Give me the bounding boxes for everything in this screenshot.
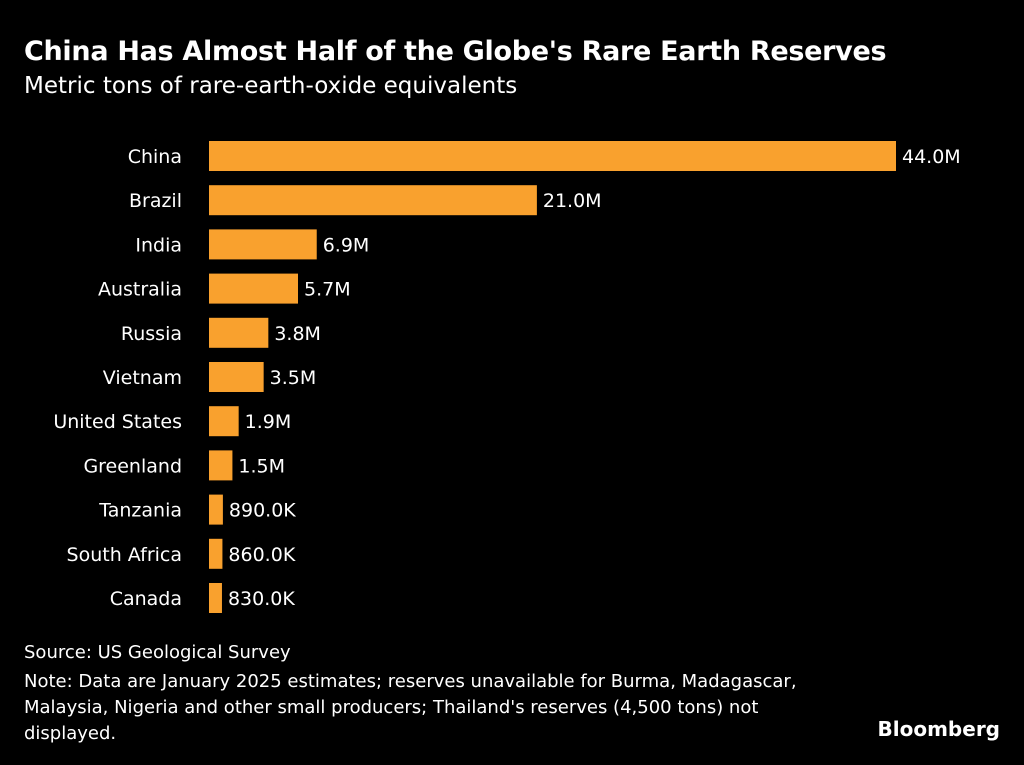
bar-brazil xyxy=(209,185,537,216)
bar-tanzania xyxy=(209,494,223,525)
category-label: United States xyxy=(53,411,182,433)
category-label: South Africa xyxy=(67,544,182,566)
data-label: 3.8M xyxy=(274,323,321,345)
data-label: 1.5M xyxy=(238,455,285,477)
bar-canada xyxy=(209,583,222,613)
bar-vietnam xyxy=(209,362,264,392)
bar-india xyxy=(209,229,317,260)
bar-russia xyxy=(209,317,269,348)
bar-australia xyxy=(209,273,298,304)
bar-greenland xyxy=(209,450,233,481)
category-label: Vietnam xyxy=(103,367,182,389)
bar-china xyxy=(209,141,896,171)
category-label: India xyxy=(135,234,182,256)
category-label: China xyxy=(128,146,182,168)
category-label: Tanzania xyxy=(98,500,182,522)
category-label: Greenland xyxy=(83,455,182,477)
bar-south-africa xyxy=(209,538,223,569)
chart-title: China Has Almost Half of the Globe's Rar… xyxy=(24,36,887,67)
chart-subtitle: Metric tons of rare-earth-oxide equivale… xyxy=(24,73,518,99)
data-label: 6.9M xyxy=(323,234,370,256)
data-label: 21.0M xyxy=(543,190,602,212)
data-label: 3.5M xyxy=(270,367,317,389)
data-label: 830.0K xyxy=(228,588,295,610)
category-label: Brazil xyxy=(129,190,182,212)
bar-chart: China 44.0M Brazil 21.0M India 6.9M Australia 5… xyxy=(53,141,961,613)
category-label: Australia xyxy=(98,279,182,301)
source-text: Source: US Geological Survey xyxy=(24,642,291,663)
category-label: Russia xyxy=(121,323,182,345)
bloomberg-logo: Bloomberg xyxy=(877,717,1000,741)
note-text: Note: Data are January 2025 estimates; r… xyxy=(24,671,797,744)
data-label: 5.7M xyxy=(304,279,351,301)
data-label: 890.0K xyxy=(229,500,296,522)
data-label: 1.9M xyxy=(245,411,292,433)
data-label: 44.0M xyxy=(902,146,961,168)
category-label: Canada xyxy=(110,588,182,610)
bar-united-states xyxy=(209,406,239,437)
data-label: 860.0K xyxy=(228,544,295,566)
